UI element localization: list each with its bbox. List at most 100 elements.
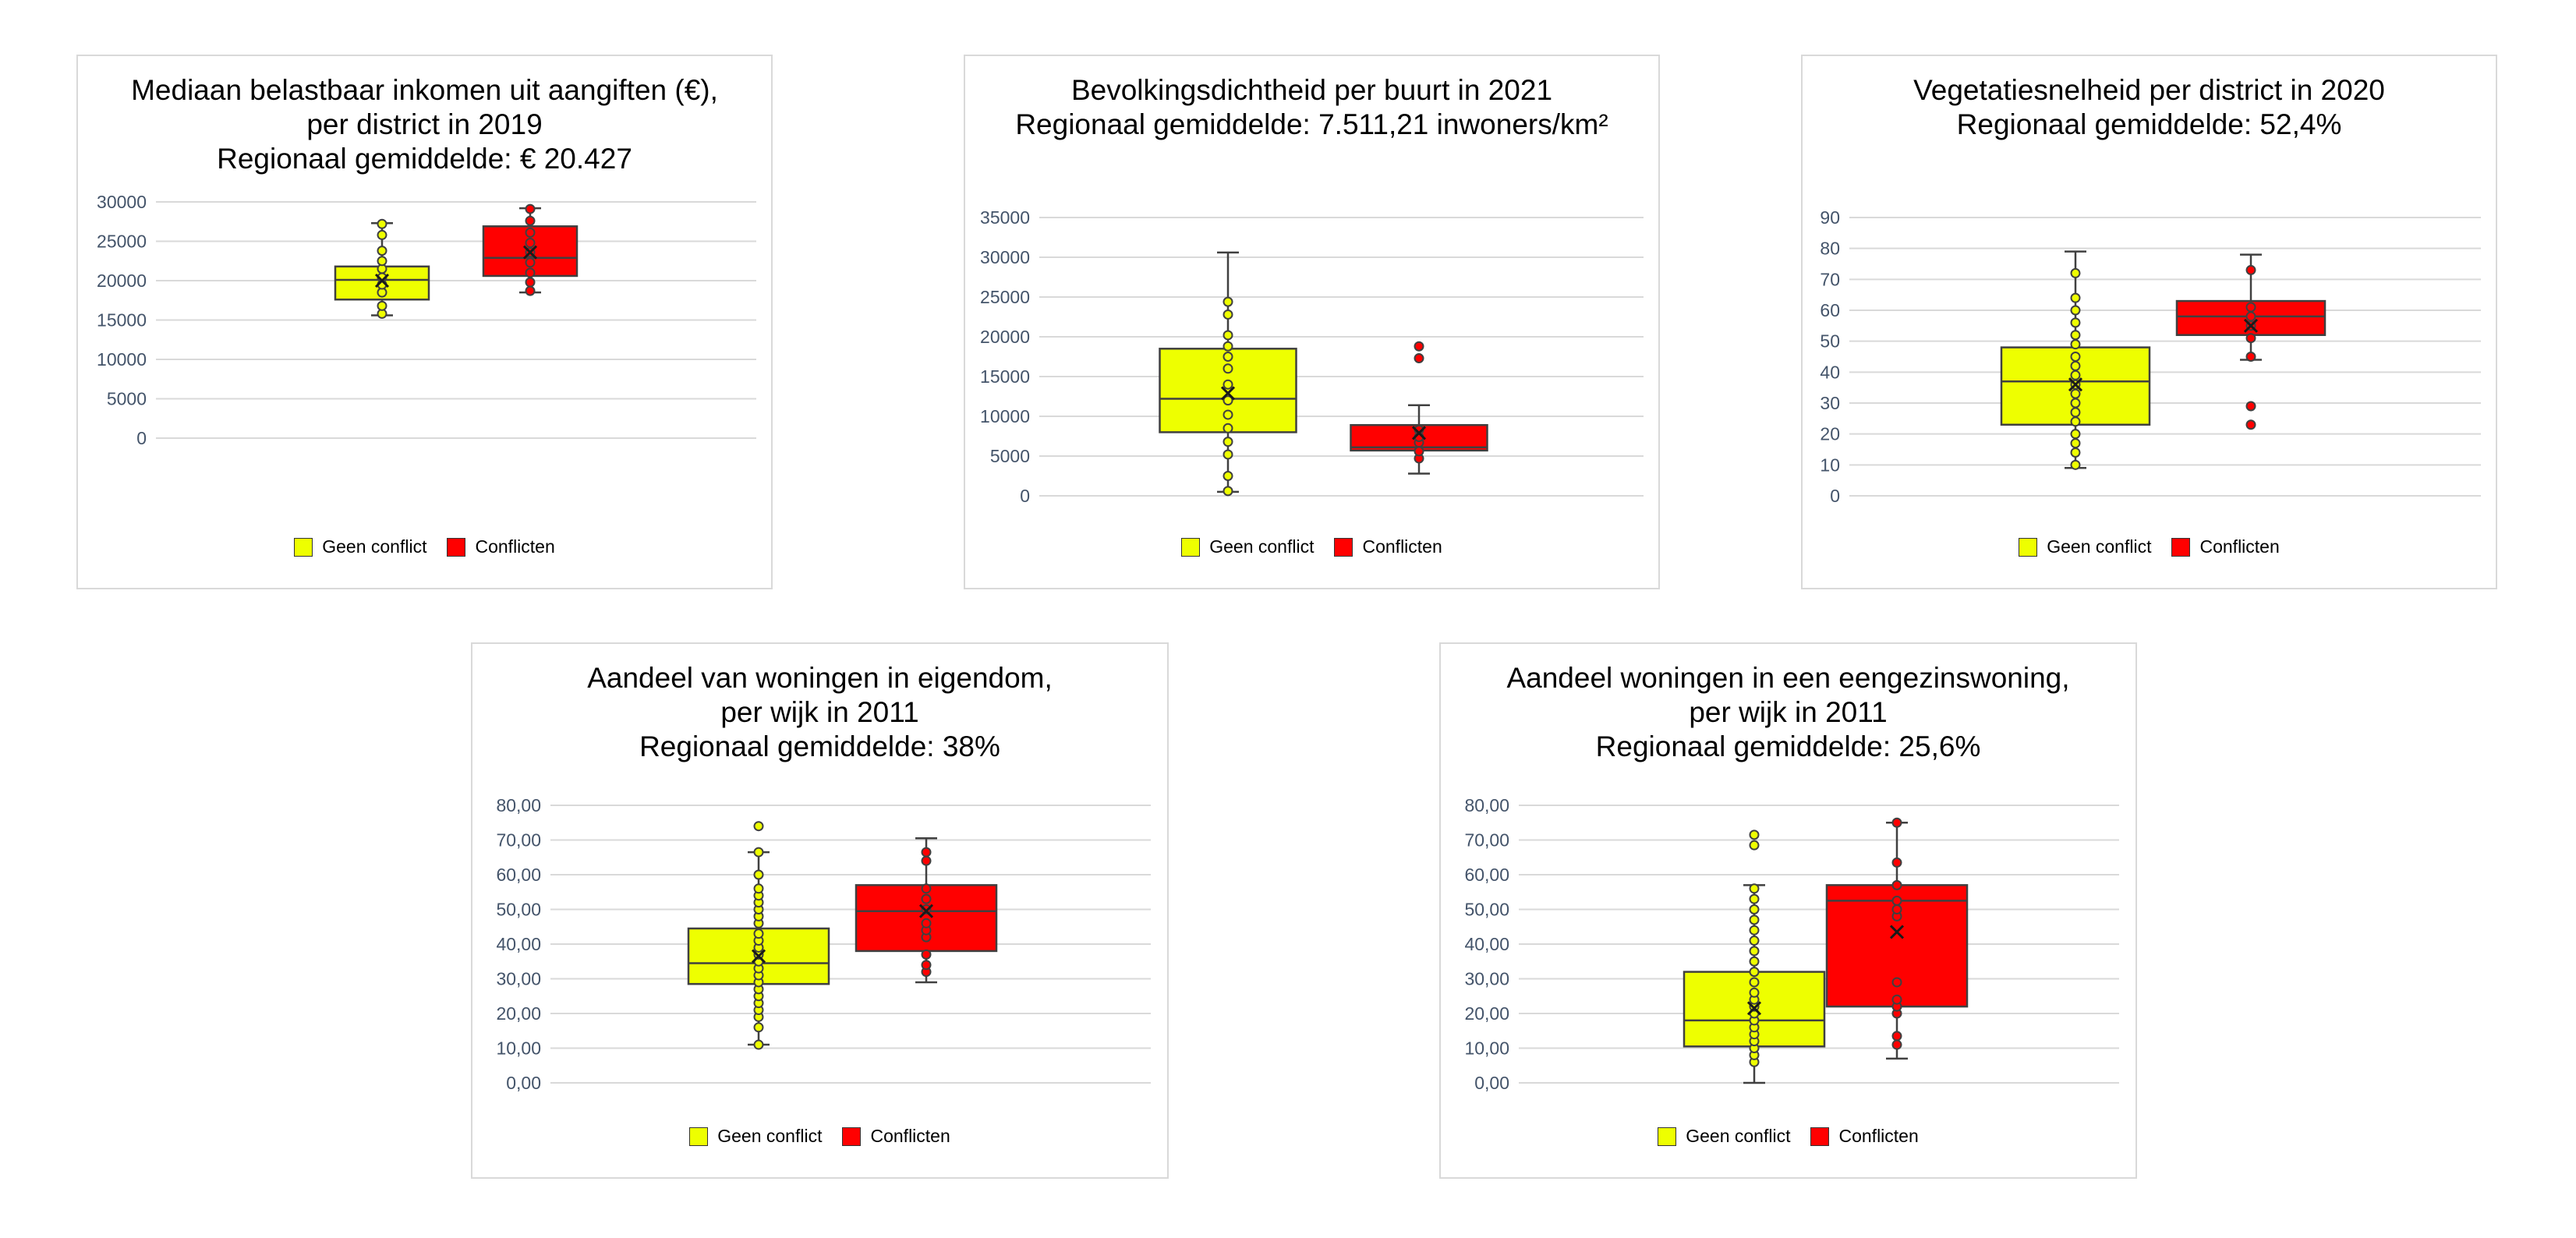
data-point (377, 246, 387, 256)
data-point (921, 960, 932, 971)
legend-item-conflict: Conflicten (1334, 536, 1442, 557)
data-point (1414, 353, 1424, 364)
data-point (1749, 914, 1760, 925)
data-point (921, 904, 932, 914)
data-point (753, 847, 764, 858)
title-line: Regionaal gemiddelde: 38% (639, 730, 1000, 762)
legend-swatch-red (842, 1127, 862, 1146)
y-tick-label: 20,00 (496, 1003, 541, 1024)
chart-svg-singlefamily: 0,00 10,00 20,00 30,00 40,00 50,00 60,00 70,00 8… (1464, 795, 2119, 1093)
y-tick-label: 40,00 (1464, 934, 1509, 954)
data-point (2245, 311, 2256, 322)
mean-marker (2243, 318, 2259, 333)
chart-title-density: Bevolkingsdichtheid per buurt in 2021 Re… (965, 73, 1658, 142)
y-tick-label: 20000 (97, 271, 147, 291)
data-point (1749, 987, 1760, 998)
data-point (1749, 946, 1760, 957)
legend-item-geen: Geen conflict (294, 536, 426, 557)
data-point (921, 883, 932, 894)
y-tick-label: 20 (1820, 424, 1840, 444)
y-tick-label: 25000 (97, 232, 147, 252)
y-tick-label: 0 (136, 428, 147, 448)
y-tick-label: 0 (1020, 486, 1030, 506)
legend-item-geen: Geen conflict (1658, 1126, 1790, 1147)
data-point (525, 227, 536, 238)
data-point (1891, 994, 1902, 1005)
chart-svg-vegetation: 0 10 20 30 40 50 60 70 80 90 (1820, 207, 2481, 506)
data-point (1223, 423, 1233, 433)
data-point (1223, 341, 1233, 352)
data-point (1414, 341, 1424, 352)
data-point (1223, 379, 1233, 390)
data-point (525, 277, 536, 288)
chart-panel-ownership: 0,00 10,00 20,00 30,00 40,00 50,00 60,00 70,00 8… (471, 642, 1169, 1179)
y-tick-label: 30 (1820, 393, 1840, 413)
y-tick-label: 30,00 (1464, 969, 1509, 989)
data-point (2070, 292, 2081, 303)
chart-svg-ownership: 0,00 10,00 20,00 30,00 40,00 50,00 60,00 70,00 8… (496, 795, 1151, 1093)
data-point (2070, 330, 2081, 341)
chart-title-ownership: Aandeel van woningen in eigendom, per wi… (472, 661, 1167, 764)
data-point (2070, 416, 2081, 427)
y-tick-label: 60 (1820, 300, 1840, 320)
legend-swatch-yellow (1658, 1127, 1677, 1146)
data-point (2245, 352, 2256, 362)
data-point (2245, 302, 2256, 313)
y-tick-label: 30,00 (496, 969, 541, 989)
data-point (2245, 401, 2256, 412)
data-point (2245, 264, 2256, 275)
legend: Geen conflict Conflicten (1803, 536, 2496, 557)
legend-item-conflict: Conflicten (842, 1126, 950, 1147)
y-tick-label: 40,00 (496, 934, 541, 954)
data-point (1223, 437, 1233, 447)
y-tick-label: 15000 (980, 366, 1030, 387)
data-point (1223, 296, 1233, 307)
data-point (2070, 352, 2081, 362)
legend-swatch-yellow (2019, 537, 2038, 557)
data-point (753, 883, 764, 894)
y-tick-label: 35000 (980, 207, 1030, 228)
data-point (2245, 333, 2256, 344)
data-point (2070, 317, 2081, 328)
legend-swatch-yellow (294, 537, 313, 557)
y-tick-label: 50,00 (1464, 900, 1509, 920)
y-tick-label: 30000 (980, 247, 1030, 267)
title-line: Mediaan belastbaar inkomen uit aangiften… (131, 74, 718, 106)
y-tick-label: 10000 (97, 349, 147, 370)
data-point (525, 257, 536, 268)
y-tick-label: 60,00 (1464, 865, 1509, 885)
legend-item-conflict: Conflicten (1810, 1126, 1919, 1147)
chart-panel-income: 0 5000 10000 15000 20000 25000 30000 Mediaan b… (76, 55, 773, 589)
y-tick-label: 80,00 (1464, 795, 1509, 815)
data-point (1749, 829, 1760, 840)
data-point (921, 918, 932, 928)
data-point (2070, 429, 2081, 440)
y-tick-label: 0,00 (506, 1073, 541, 1093)
data-point (1891, 904, 1902, 914)
legend-swatch-yellow (1181, 537, 1201, 557)
legend-swatch-red (1334, 537, 1353, 557)
legend: Geen conflict Conflicten (472, 1126, 1167, 1147)
data-point (1891, 817, 1902, 828)
title-line: Regionaal gemiddelde: € 20.427 (217, 143, 632, 175)
data-point (2070, 447, 2081, 458)
data-point (753, 1022, 764, 1033)
title-line: per district in 2019 (306, 108, 543, 140)
y-tick-label: 20000 (980, 327, 1030, 347)
data-point (1223, 395, 1233, 406)
y-tick-label: 70,00 (496, 830, 541, 851)
data-point (1749, 977, 1760, 988)
y-tick-label: 0,00 (1474, 1073, 1509, 1093)
title-line: Regionaal gemiddelde: 52,4% (1956, 108, 2342, 140)
data-point (2070, 370, 2081, 380)
y-tick-label: 60,00 (496, 865, 541, 885)
y-tick-label: 50,00 (496, 900, 541, 920)
data-point (753, 928, 764, 939)
mean-marker (1220, 386, 1236, 401)
chart-panel-density: 0 5000 10000 15000 20000 25000 30000 35000 Bevo… (964, 55, 1660, 589)
y-tick-label: 80 (1820, 239, 1840, 259)
chart-title-income: Mediaan belastbaar inkomen uit aangiften… (78, 73, 771, 176)
legend-label: Conflicten (2199, 536, 2280, 557)
mean-marker (751, 949, 766, 964)
mean-marker (1746, 1001, 1762, 1016)
